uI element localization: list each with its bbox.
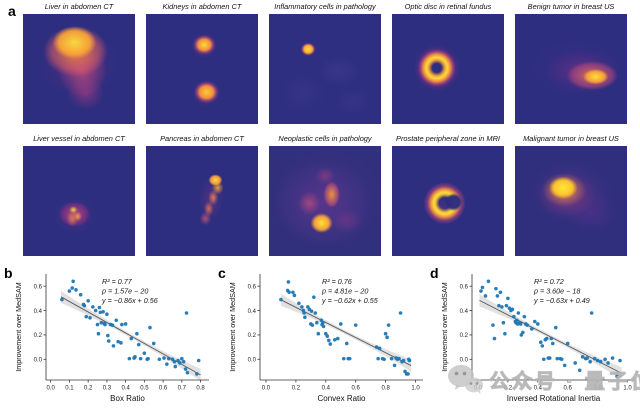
heatmap-cell: Liver in abdomen CT [23,2,135,124]
svg-text:0.2: 0.2 [504,386,513,392]
heatmap-title: Benign tumor in breast US [527,2,615,11]
svg-text:0.8: 0.8 [593,386,602,392]
svg-text:0.8: 0.8 [381,386,390,392]
heatmap-title: Liver vessel in abdomen CT [33,134,125,143]
convex-ratio-chart: 0.0 0.2 0.4 0.6 0.8 1.0 0.0 0.2 0.4 0.6 Convex Rat… [228,274,423,403]
svg-text:Inversed Rotational Inertia: Inversed Rotational Inertia [507,394,601,403]
svg-text:0.7: 0.7 [178,386,187,392]
heatmap-prostate-mri [392,146,504,256]
svg-text:0.4: 0.4 [121,386,130,392]
heatmap-neoplastic-cells [269,146,381,256]
svg-text:0.4: 0.4 [34,309,43,315]
svg-text:y = −0.86x + 0.56: y = −0.86x + 0.56 [101,296,158,305]
svg-text:0.6: 0.6 [352,386,361,392]
svg-text:Box Ratio: Box Ratio [110,394,145,403]
heatmap-optic-disc [392,14,504,124]
svg-text:Improvement over MedSAM: Improvement over MedSAM [228,282,237,371]
heatmap-cell: Prostate peripheral zone in MRI [392,134,504,256]
svg-text:0.6: 0.6 [564,386,573,392]
svg-text:p = 3.60e − 18: p = 3.60e − 18 [533,287,580,296]
svg-text:0.1: 0.1 [65,386,74,392]
panel-b-label: b [4,265,13,281]
svg-text:0.5: 0.5 [140,386,149,392]
svg-text:0.0: 0.0 [262,386,271,392]
heatmap-title: Optic disc in retinal fundus [404,2,492,11]
svg-text:y = −0.63x + 0.49: y = −0.63x + 0.49 [533,296,590,305]
heatmap-cell: Liver vessel in abdomen CT [23,134,135,256]
inertia-chart: 0.0 0.2 0.4 0.6 0.8 1.0 0.0 0.2 0.4 0.6 Inversed R… [440,274,635,403]
svg-text:Convex Ratio: Convex Ratio [317,394,366,403]
svg-text:Improvement over MedSAM: Improvement over MedSAM [440,282,449,371]
svg-text:0.4: 0.4 [460,309,469,315]
svg-text:0.0: 0.0 [34,357,43,363]
svg-text:0.6: 0.6 [460,284,469,290]
svg-text:0.0: 0.0 [248,357,257,363]
heatmap-pancreas-ct [146,146,258,256]
heatmap-cell: Inflammatory cells in pathology [269,2,381,124]
svg-text:0.3: 0.3 [103,386,112,392]
svg-text:0.0: 0.0 [460,357,469,363]
heatmap-malignant-tumor-us [515,146,627,256]
panel-d-label: d [430,265,439,281]
svg-text:0.8: 0.8 [196,386,205,392]
heatmap-grid: Liver in abdomen CT Kidneys in abdomen C… [23,2,627,256]
svg-text:0.2: 0.2 [84,386,93,392]
svg-text:R² = 0.72: R² = 0.72 [534,277,564,286]
heatmap-cell: Pancreas in abdomen CT [146,134,258,256]
svg-text:0.6: 0.6 [34,284,43,290]
svg-text:0.4: 0.4 [322,386,331,392]
svg-text:0.4: 0.4 [248,309,257,315]
svg-text:0.6: 0.6 [248,284,257,290]
heatmap-liver-ct [23,14,135,124]
heatmap-title: Neoplastic cells in pathology [278,134,372,143]
svg-text:0.2: 0.2 [34,333,43,339]
svg-text:0.2: 0.2 [292,386,301,392]
heatmap-cell: Malignant tumor in breast US [515,134,627,256]
svg-text:0.2: 0.2 [460,333,469,339]
heatmap-title: Liver in abdomen CT [44,2,114,11]
heatmap-cell: Benign tumor in breast US [515,2,627,124]
svg-text:0.0: 0.0 [47,386,56,392]
heatmap-cell: Optic disc in retinal fundus [392,2,504,124]
svg-text:p = 4.81e − 20: p = 4.81e − 20 [321,287,368,296]
heatmap-liver-vessel-ct [23,146,135,256]
heatmap-cell: Neoplastic cells in pathology [269,134,381,256]
heatmap-benign-tumor-us [515,14,627,124]
svg-text:y = −0.62x + 0.55: y = −0.62x + 0.55 [321,296,379,305]
svg-text:1.0: 1.0 [623,386,632,392]
box-ratio-chart: 0.0 0.1 0.2 0.3 0.4 0.5 0.6 0.7 0.8 0.0 0.2 0.4 0.6 B… [14,274,209,403]
heatmap-inflammatory-cells [269,14,381,124]
heatmap-title: Inflammatory cells in pathology [274,2,376,11]
svg-text:0.2: 0.2 [248,333,257,339]
svg-text:Improvement over MedSAM: Improvement over MedSAM [14,282,23,371]
heatmap-title: Kidneys in abdomen CT [162,2,242,11]
heatmap-title: Prostate peripheral zone in MRI [396,134,500,143]
panel-c-label: c [218,265,226,281]
heatmap-title: Pancreas in abdomen CT [160,134,244,143]
svg-text:R² = 0.77: R² = 0.77 [102,277,133,286]
heatmap-kidneys-ct [146,14,258,124]
svg-text:p = 1.57e − 20: p = 1.57e − 20 [101,287,148,296]
svg-text:1.0: 1.0 [411,386,420,392]
svg-text:R² = 0.76: R² = 0.76 [322,277,352,286]
svg-text:0.0: 0.0 [474,386,483,392]
svg-text:0.6: 0.6 [159,386,168,392]
panel-a-label: a [8,3,16,19]
heatmap-cell: Kidneys in abdomen CT [146,2,258,124]
heatmap-title: Malignant tumor in breast US [523,134,619,143]
svg-text:0.4: 0.4 [534,386,543,392]
